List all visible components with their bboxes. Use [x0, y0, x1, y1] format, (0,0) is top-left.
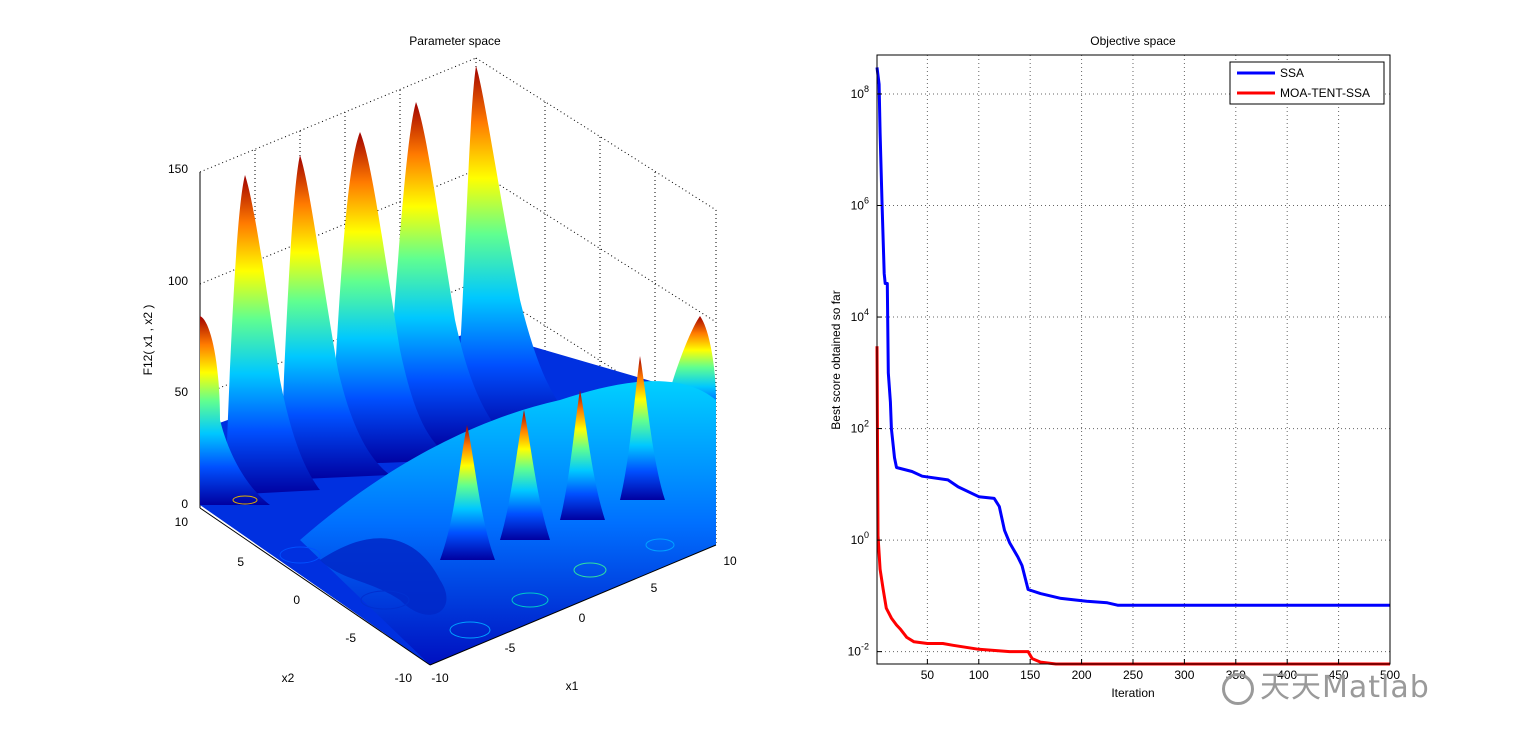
watermark: 天天Matlab [1222, 662, 1430, 706]
z-tick-label: 50 [175, 385, 189, 399]
line-chart-title: Objective space [1090, 34, 1176, 48]
x-tick-label: 400 [1277, 668, 1297, 682]
surface-peak [455, 66, 600, 440]
z-axis-ticks: 0 50 100 150 [168, 162, 188, 511]
x2-axis-line [199, 507, 431, 666]
y-tick-label: 100 [851, 530, 869, 547]
surface-title: Parameter space [409, 34, 501, 48]
x-axis-ticks: 50 100 150 200 250 300 350 400 450 500 [921, 659, 1400, 682]
x-tick-label: 200 [1072, 668, 1092, 682]
y-axis-label: Best score obtained so far [829, 290, 843, 429]
y-tick-label: 10-2 [848, 642, 869, 659]
surface-front-peak [500, 410, 550, 540]
contour-line [573, 562, 607, 578]
surface-front-valley [320, 538, 447, 615]
x1-tick-label: 0 [579, 611, 586, 625]
plot-area [877, 55, 1390, 664]
x2-tick-label: 5 [237, 555, 244, 569]
surface-plot: Parameter space 0 50 100 150 F [141, 34, 737, 693]
surface-peak [330, 132, 455, 465]
x-tick-label: 150 [1020, 668, 1040, 682]
x1-tick-label: -10 [431, 671, 449, 685]
series-line-ssa [875, 67, 1390, 607]
x1-axis-label: x1 [566, 679, 579, 693]
wechat-icon [1222, 672, 1254, 705]
x2-tick-label: 10 [175, 515, 189, 529]
legend-label-moa: MOA-TENT-SSA [1280, 86, 1370, 100]
convergence-plot: Objective space 50 100 150 200 250 300 350 400 4… [829, 34, 1400, 700]
x1-axis-ticks: -10 -5 0 5 10 [431, 554, 737, 685]
legend-box [1229, 61, 1385, 105]
surface-mesh [200, 66, 716, 665]
y-tick-label: 106 [851, 196, 869, 213]
contour-line [449, 621, 491, 639]
contour-projection [232, 495, 675, 639]
y-tick-label: 108 [851, 84, 869, 101]
gridlines [877, 55, 1391, 664]
surface-peak [280, 155, 390, 480]
watermark-text: 天天Matlab [1260, 670, 1430, 705]
series-line-moa-tent-ssa [875, 346, 1390, 666]
x-axis-label: Iteration [1111, 686, 1154, 700]
x-tick-label: 300 [1174, 668, 1194, 682]
contour-line [645, 538, 675, 552]
legend: SSA MOA-TENT-SSA [1229, 61, 1385, 105]
surface-front-peak [620, 356, 665, 500]
x2-tick-label: -10 [395, 671, 413, 685]
contour-line [279, 546, 321, 564]
contour-line [232, 495, 258, 505]
x1-tick-label: 5 [651, 581, 658, 595]
z-axis-label: F12( x1 , x2 ) [141, 305, 155, 376]
contour-line [360, 590, 410, 610]
surface-left-edge [200, 316, 270, 505]
surface-front-peak [440, 425, 495, 560]
series-layer [875, 67, 1390, 666]
x-tick-label: 50 [921, 668, 935, 682]
x1-tick-label: -5 [505, 641, 516, 655]
x1-axis-line [429, 544, 717, 666]
x2-tick-label: 0 [293, 593, 300, 607]
x2-axis-label: x2 [282, 671, 295, 685]
z-tick-label: 100 [168, 274, 188, 288]
x2-axis-ticks: -10 -5 0 5 10 [175, 515, 413, 685]
x1-tick-label: 10 [723, 554, 737, 568]
y-tick-label: 102 [851, 419, 869, 436]
surface-front-peak [560, 390, 605, 520]
contour-line [511, 592, 549, 608]
x-tick-label: 500 [1380, 668, 1400, 682]
y-tick-label: 104 [851, 307, 869, 324]
surface-peak [385, 102, 520, 450]
x-tick-label: 100 [969, 668, 989, 682]
legend-label-ssa: SSA [1280, 66, 1304, 80]
plot-frame [876, 54, 1391, 665]
x-tick-label: 450 [1329, 668, 1349, 682]
x2-tick-label: -5 [345, 631, 356, 645]
surface-peak [225, 175, 320, 495]
z-tick-label: 150 [168, 162, 188, 176]
x-tick-label: 250 [1123, 668, 1143, 682]
z-tick-label: 0 [181, 497, 188, 511]
